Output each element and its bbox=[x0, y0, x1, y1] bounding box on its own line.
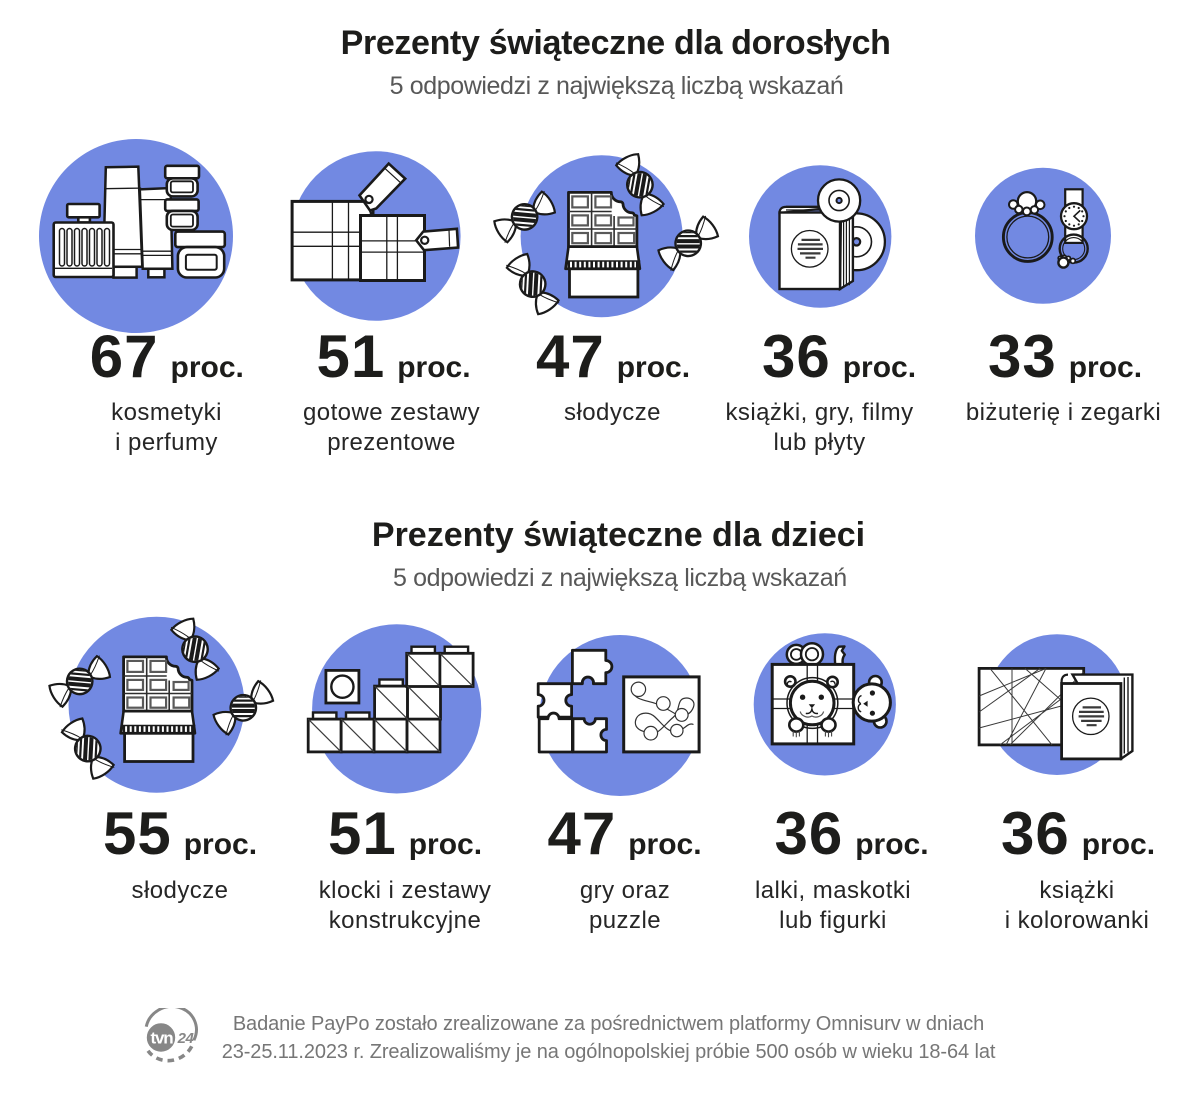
svg-text:tvn: tvn bbox=[151, 1029, 174, 1048]
svg-text:24: 24 bbox=[177, 1030, 195, 1047]
